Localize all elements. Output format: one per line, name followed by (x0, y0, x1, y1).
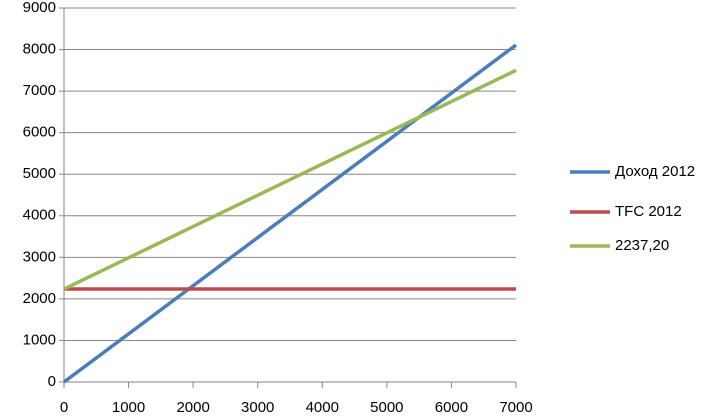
legend-label: Доход 2012 (615, 163, 695, 180)
x-tick-label: 1000 (112, 399, 145, 416)
y-tick-label: 2000 (23, 290, 56, 307)
x-tick-label: 2000 (176, 399, 209, 416)
x-tick-label: 6000 (435, 399, 468, 416)
x-tick-label: 0 (60, 399, 68, 416)
legend-label: 2237,20 (615, 237, 669, 254)
y-tick-label: 4000 (23, 207, 56, 224)
y-tick-label: 0 (48, 373, 56, 390)
x-tick-label: 4000 (306, 399, 339, 416)
y-tick-label: 5000 (23, 165, 56, 182)
y-tick-label: 6000 (23, 124, 56, 141)
legend-label: TFC 2012 (615, 203, 682, 220)
series-line (63, 68, 517, 291)
y-tick-label: 9000 (23, 0, 56, 16)
x-tick-label: 3000 (241, 399, 274, 416)
y-tick-label: 8000 (23, 41, 56, 58)
y-tick-label: 7000 (23, 82, 56, 99)
y-tick-label: 1000 (23, 331, 56, 348)
series-line (62, 43, 518, 384)
y-tick-label: 3000 (23, 248, 56, 265)
x-tick-label: 5000 (370, 399, 403, 416)
x-tick-label: 7000 (499, 399, 532, 416)
